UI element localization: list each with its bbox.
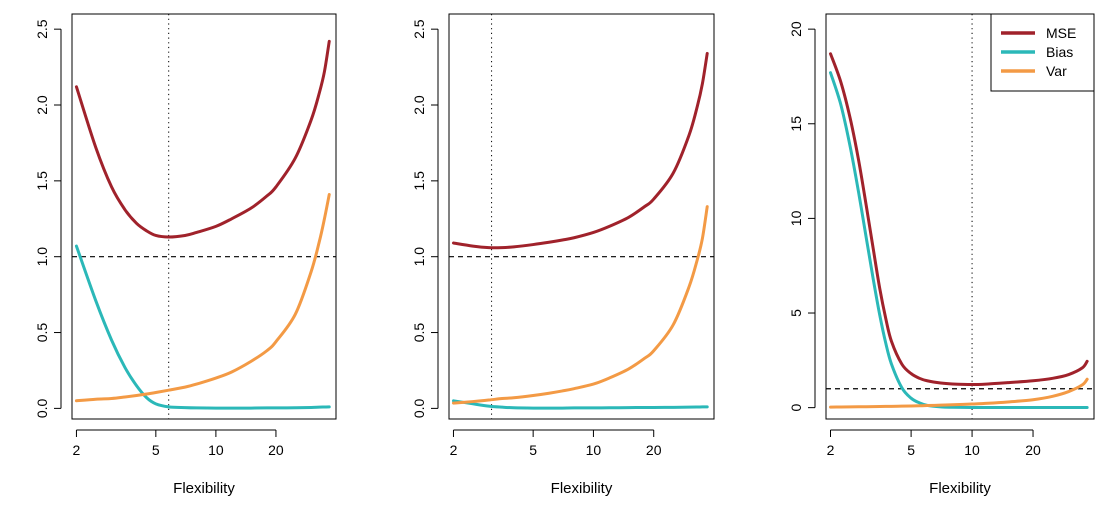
y-tick-label: 1.5 bbox=[34, 171, 50, 191]
x-tick-label: 10 bbox=[964, 442, 980, 458]
series-line-mse bbox=[451, 51, 709, 250]
series-line-bias bbox=[829, 71, 1089, 409]
y-tick-label: 0 bbox=[788, 404, 804, 412]
plot-frame bbox=[71, 13, 337, 420]
x-tick-label: 10 bbox=[208, 442, 224, 458]
y-tick-label: 2.0 bbox=[411, 95, 427, 115]
y-tick-label: 2.5 bbox=[34, 19, 50, 39]
x-tick-label: 5 bbox=[529, 442, 537, 458]
legend: MSE Bias Var bbox=[990, 13, 1095, 92]
x-tick-label: 10 bbox=[586, 442, 602, 458]
y-tick-label: 0.5 bbox=[34, 323, 50, 343]
x-tick-label: 2 bbox=[450, 442, 458, 458]
y-tick-label: 2.5 bbox=[411, 19, 427, 39]
y-tick-label: 1.5 bbox=[411, 171, 427, 191]
series-line-bias bbox=[74, 244, 331, 410]
y-tick-label: 0.0 bbox=[34, 398, 50, 418]
x-axis-label: Flexibility bbox=[929, 480, 991, 497]
series-line-mse bbox=[829, 52, 1089, 387]
x-tick-label: 20 bbox=[268, 442, 284, 458]
y-tick-label: 2.0 bbox=[34, 95, 50, 115]
y-tick-label: 0.5 bbox=[411, 323, 427, 343]
x-tick-label: 2 bbox=[73, 442, 81, 458]
plot-frame bbox=[825, 13, 1095, 420]
y-tick-label: 5 bbox=[788, 309, 804, 317]
series-line-var bbox=[451, 205, 709, 405]
y-tick-label: 20 bbox=[788, 21, 804, 37]
series-line-bias bbox=[451, 399, 709, 410]
y-tick-label: 0.0 bbox=[411, 398, 427, 418]
chart-panel-1: 2 5 10 20 Flexibility 0.0 0.5 1.0 1.5 2.0 2.5 bbox=[34, 13, 337, 497]
series-line-var bbox=[74, 193, 331, 403]
plot-frame bbox=[448, 13, 715, 420]
x-tick-label: 2 bbox=[827, 442, 835, 458]
x-axis-label: Flexibility bbox=[551, 480, 613, 497]
y-tick-label: 15 bbox=[788, 116, 804, 132]
y-tick-label: 1.0 bbox=[411, 247, 427, 267]
x-tick-label: 20 bbox=[646, 442, 662, 458]
chart-panel-2: 2 5 10 20 Flexibility 0.0 0.5 1.0 1.5 2.0 2.5 bbox=[411, 13, 715, 497]
y-tick-label: 1.0 bbox=[34, 247, 50, 267]
series-line-var bbox=[829, 377, 1089, 409]
legend-label-mse: MSE bbox=[1046, 25, 1076, 41]
x-tick-label: 5 bbox=[152, 442, 160, 458]
legend-label-bias: Bias bbox=[1046, 44, 1073, 60]
x-axis-label: Flexibility bbox=[173, 480, 235, 497]
series-line-mse bbox=[74, 39, 331, 239]
x-tick-label: 5 bbox=[907, 442, 915, 458]
y-tick-label: 10 bbox=[788, 210, 804, 226]
chart-panel-3: 2 5 10 20 Flexibility 0 5 10 15 20 bbox=[788, 13, 1095, 497]
x-tick-label: 20 bbox=[1025, 442, 1041, 458]
legend-label-var: Var bbox=[1046, 63, 1067, 79]
